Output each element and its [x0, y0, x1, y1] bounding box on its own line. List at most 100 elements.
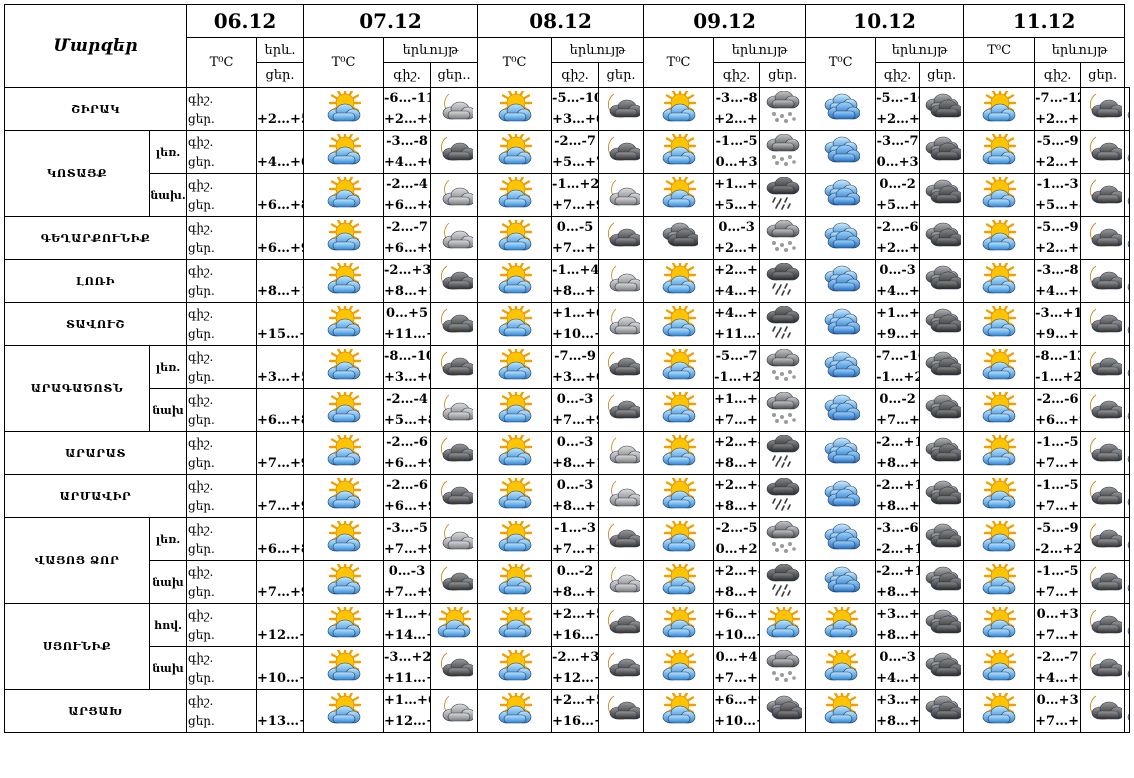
night-label: գիշ.	[188, 307, 214, 321]
date-header: 06.12	[185, 4, 305, 38]
phenomenon-header: երևույթ	[383, 37, 479, 63]
temperature-cell: -8…-10 +3…+6	[383, 345, 432, 389]
day-temp: +16…+21	[552, 714, 598, 729]
sun-cloud-icon	[963, 130, 1036, 174]
night-temp	[258, 132, 303, 153]
night-label: գիշ.	[188, 651, 214, 665]
sun-cloud-icon	[303, 173, 385, 217]
day-temp: +6…+9	[384, 241, 430, 256]
night-temp	[258, 304, 303, 325]
moon-cloud-dark-icon	[598, 517, 645, 561]
night-temp	[258, 605, 303, 626]
temperature-cell: 0…-2 +8…+10	[551, 560, 600, 604]
region-name: ԱՐԱԳԱԾՈՏՆ	[4, 345, 150, 432]
temperature-cell: 0…+5 +11…+15	[383, 302, 432, 346]
day-temp: +8…+13	[552, 284, 598, 299]
sun-cloud-icon	[303, 560, 385, 604]
night-temp: -8…-10	[384, 349, 431, 364]
temperature-cell: +7…+9	[255, 560, 305, 604]
rain-cloud-icon	[759, 474, 807, 518]
temperature-cell: +2…+4 +8…+11	[713, 560, 761, 604]
night-temp: +6…+9	[714, 607, 759, 622]
night-header: գիշ.	[875, 62, 921, 88]
temperature-cell: 0…-3 +8…+10	[551, 431, 600, 475]
sun-cloud-icon	[303, 646, 385, 690]
day-temp: +12…+17	[257, 628, 303, 643]
temperature-cell: 0…-3 +2…+5	[713, 216, 761, 260]
moon-cloud-dark-icon	[1080, 474, 1126, 518]
day-temp: -1…+2	[876, 370, 920, 385]
night-temp: -1…-3	[1036, 177, 1079, 192]
phenomenon-header: երևույթ	[875, 37, 965, 63]
day-header: ցեր.	[255, 62, 305, 88]
sun-cloud-icon	[303, 517, 385, 561]
night-temp: 0…-5	[556, 220, 594, 235]
blue-cloud-icon	[805, 560, 877, 604]
night-temp: -5…-9	[1036, 220, 1079, 235]
moon-cloud-dark-icon	[430, 560, 479, 604]
day-temp: +8…+11	[714, 499, 759, 514]
blue-cloud-icon	[805, 388, 877, 432]
day-temp: +2…+5	[1035, 155, 1080, 170]
night-temp: -5…-9	[1036, 521, 1079, 536]
sun-cloud-icon	[643, 689, 715, 733]
snow-cloud-icon	[759, 216, 807, 260]
night-temp: 0…-2	[556, 564, 594, 579]
moon-cloud-icon	[598, 302, 645, 346]
moon-cloud-dark-icon	[1080, 603, 1126, 647]
sun-cloud-icon	[303, 302, 385, 346]
sun-cloud-icon	[1124, 216, 1130, 260]
sun-cloud-icon	[643, 302, 715, 346]
temp-header: T⁰C	[963, 37, 1036, 63]
night-header: գիշ.	[1034, 62, 1082, 88]
sun-cloud-icon	[477, 388, 553, 432]
night-temp: -1…-5	[715, 134, 758, 149]
night-header: գիշ.	[383, 62, 432, 88]
night-temp	[258, 562, 303, 583]
day-temp: +7…+12	[714, 671, 759, 686]
day-temp: +8…+10	[552, 499, 598, 514]
period-label: գիշ. ցեր.	[186, 689, 257, 733]
sun-cloud-icon	[759, 603, 807, 647]
night-temp: 0…+3	[1036, 693, 1079, 708]
day-temp: +2…+5	[257, 112, 303, 127]
night-temp	[258, 390, 303, 411]
dark-cloud-icon	[919, 130, 965, 174]
day-temp: +6…+8	[257, 413, 303, 428]
day-temp: +9…+14	[876, 327, 920, 342]
night-temp: 0…+4	[715, 650, 758, 665]
night-temp: -7…-9	[554, 349, 596, 364]
temperature-cell: +6…+9 +10…+14	[713, 603, 761, 647]
blue-cloud-icon	[805, 345, 877, 389]
night-label: գիշ.	[188, 436, 214, 450]
night-temp: 0…-3	[879, 263, 916, 278]
night-header: գիշ.	[713, 62, 761, 88]
day-label: ցեր.	[188, 112, 215, 126]
temperature-cell: -5…-9 +2…+5	[1034, 130, 1082, 174]
moon-cloud-dark-icon	[1080, 87, 1126, 131]
sun-cloud-icon	[1124, 259, 1130, 303]
temperature-cell: 0…+3 +7…+11	[1034, 603, 1082, 647]
day-temp: +7…+10	[552, 241, 598, 256]
day-label: ցեր.	[188, 499, 215, 513]
day-temp: +2…+5	[1035, 112, 1080, 127]
day-temp: +4…+9	[876, 671, 920, 686]
moon-cloud-icon	[430, 388, 479, 432]
temperature-cell: -5…-7 -1…+2	[713, 345, 761, 389]
moon-cloud-icon	[430, 87, 479, 131]
night-temp: +1…+6	[552, 306, 598, 321]
sun-cloud-icon	[477, 603, 553, 647]
night-temp: -2…-6	[876, 220, 919, 235]
temperature-cell: -5…-10 +2…+5	[875, 87, 921, 131]
forecast-table: Մարզեր 06.12 07.12 08.12 09.12 10.12 11.…	[4, 4, 1130, 733]
night-temp	[258, 519, 303, 540]
region-name: ՏԱՎՈՒՇ	[4, 302, 187, 346]
day-label: ցեր.	[188, 198, 215, 212]
temperature-cell: -1…-5 +7…+10	[1034, 560, 1082, 604]
day-temp: +8…+13	[384, 284, 430, 299]
day-temp: +14…+18	[384, 628, 430, 643]
night-temp: -1…+4	[552, 263, 599, 278]
night-label: գիշ.	[188, 393, 214, 407]
day-temp: +7…+11	[1035, 714, 1080, 729]
moon-cloud-dark-icon	[598, 388, 645, 432]
